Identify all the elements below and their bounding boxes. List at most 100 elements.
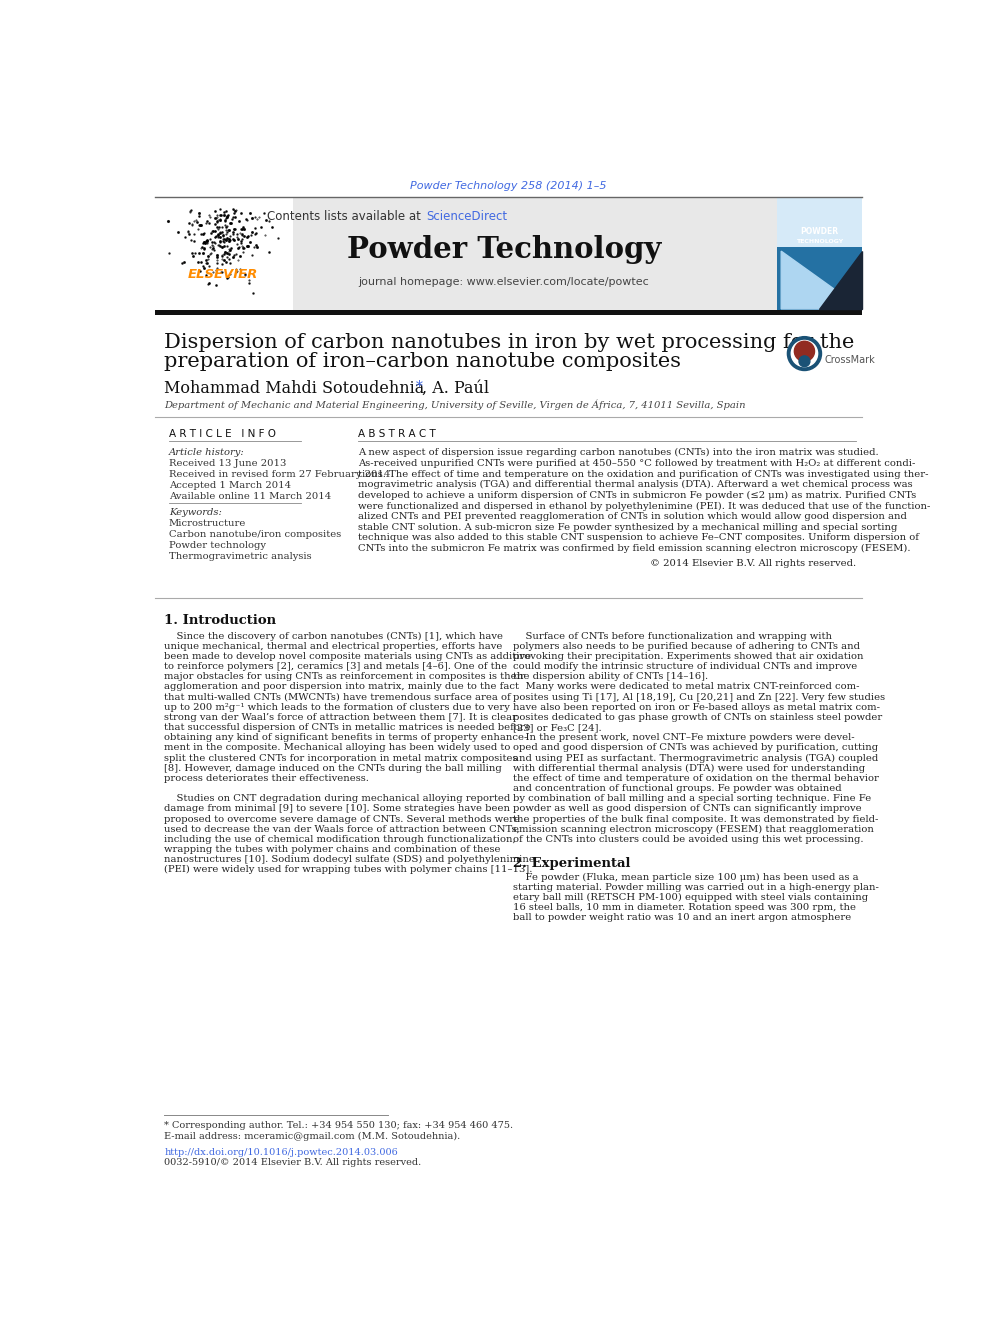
Text: Received in revised form 27 February 2014: Received in revised form 27 February 201… [169,470,390,479]
Text: major obstacles for using CNTs as reinforcement in composites is their: major obstacles for using CNTs as reinfo… [165,672,525,681]
Text: Surface of CNTs before functionalization and wrapping with: Surface of CNTs before functionalization… [513,631,832,640]
Circle shape [799,356,809,366]
Text: ment in the composite. Mechanical alloying has been widely used to: ment in the composite. Mechanical alloyi… [165,744,511,753]
Text: CNTs into the submicron Fe matrix was confirmed by field emission scanning elect: CNTs into the submicron Fe matrix was co… [358,544,911,553]
Text: alized CNTs and PEI prevented reagglomeration of CNTs in solution which would al: alized CNTs and PEI prevented reagglomer… [358,512,907,521]
Text: TECHNOLOGY: TECHNOLOGY [796,238,843,243]
Text: E-mail address: mceramic@gmail.com (M.M. Sotoudehnia).: E-mail address: mceramic@gmail.com (M.M.… [165,1132,460,1142]
Text: CrossMark: CrossMark [824,355,875,365]
Text: Available online 11 March 2014: Available online 11 March 2014 [169,492,331,500]
Text: unique mechanical, thermal and electrical properties, efforts have: unique mechanical, thermal and electrica… [165,642,503,651]
Text: proposed to overcome severe damage of CNTs. Several methods were: proposed to overcome severe damage of CN… [165,815,520,824]
Text: wrapping the tubes with polymer chains and combination of these: wrapping the tubes with polymer chains a… [165,845,501,855]
Text: Thermogravimetric analysis: Thermogravimetric analysis [169,552,311,561]
Text: A R T I C L E   I N F O: A R T I C L E I N F O [169,430,276,439]
Text: *: * [416,380,423,394]
Text: POWDER: POWDER [801,228,838,237]
Text: could modify the intrinsic structure of individual CNTs and improve: could modify the intrinsic structure of … [513,662,857,671]
Text: up to 200 m²g⁻¹ which leads to the formation of clusters due to very: up to 200 m²g⁻¹ which leads to the forma… [165,703,510,712]
Text: http://dx.doi.org/10.1016/j.powtec.2014.03.006: http://dx.doi.org/10.1016/j.powtec.2014.… [165,1147,398,1156]
Text: [8]. However, damage induced on the CNTs during the ball milling: [8]. However, damage induced on the CNTs… [165,763,502,773]
Text: the dispersion ability of CNTs [14–16].: the dispersion ability of CNTs [14–16]. [513,672,708,681]
Text: ELSEVIER: ELSEVIER [187,267,258,280]
Text: Powder Technology 258 (2014) 1–5: Powder Technology 258 (2014) 1–5 [410,181,607,192]
Text: by combination of ball milling and a special sorting technique. Fine Fe: by combination of ball milling and a spe… [513,794,871,803]
Text: Received 13 June 2013: Received 13 June 2013 [169,459,287,468]
FancyBboxPatch shape [778,197,862,247]
Text: agglomeration and poor dispersion into matrix, mainly due to the fact: agglomeration and poor dispersion into m… [165,683,519,692]
Text: of the CNTs into clusters could be avoided using this wet processing.: of the CNTs into clusters could be avoid… [513,835,864,844]
Text: that multi-walled CNTs (MWCNTs) have tremendous surface area of: that multi-walled CNTs (MWCNTs) have tre… [165,693,511,701]
Circle shape [792,340,817,366]
Text: were functionalized and dispersed in ethanol by polyethylenimine (PEI). It was d: were functionalized and dispersed in eth… [358,501,930,511]
Text: with differential thermal analysis (DTA) were used for understanding: with differential thermal analysis (DTA)… [513,763,865,773]
Text: , A. Paúl: , A. Paúl [422,380,489,397]
Text: nanostructures [10]. Sodium dodecyl sulfate (SDS) and polyethylenimine: nanostructures [10]. Sodium dodecyl sulf… [165,855,535,864]
Polygon shape [819,251,862,308]
Text: Carbon nanotube/iron composites: Carbon nanotube/iron composites [169,531,341,538]
Text: Many works were dedicated to metal matrix CNT-reinforced com-: Many works were dedicated to metal matri… [513,683,859,692]
Text: journal homepage: www.elsevier.com/locate/powtec: journal homepage: www.elsevier.com/locat… [358,277,649,287]
Text: Article history:: Article history: [169,448,245,458]
Text: oped and good dispersion of CNTs was achieved by purification, cutting: oped and good dispersion of CNTs was ach… [513,744,878,753]
Text: Fe powder (Fluka, mean particle size 100 μm) has been used as a: Fe powder (Fluka, mean particle size 100… [513,873,859,882]
Text: technique was also added to this stable CNT suspension to achieve Fe–CNT composi: technique was also added to this stable … [358,533,919,542]
Text: the effect of time and temperature of oxidation on the thermal behavior: the effect of time and temperature of ox… [513,774,879,783]
Text: developed to achieve a uniform dispersion of CNTs in submicron Fe powder (≤2 μm): developed to achieve a uniform dispersio… [358,491,917,500]
Text: ScienceDirect: ScienceDirect [427,210,507,224]
Text: ball to powder weight ratio was 10 and an inert argon atmosphere: ball to powder weight ratio was 10 and a… [513,913,851,922]
Text: (PEI) were widely used for wrapping tubes with polymer chains [11–13].: (PEI) were widely used for wrapping tube… [165,865,533,875]
Text: polymers also needs to be purified because of adhering to CNTs and: polymers also needs to be purified becau… [513,642,860,651]
Text: Mohammad Mahdi Sotoudehnia: Mohammad Mahdi Sotoudehnia [165,380,430,397]
Text: Department of Mechanic and Material Engineering, University of Seville, Virgen d: Department of Mechanic and Material Engi… [165,400,746,410]
Text: etary ball mill (RETSCH PM-100) equipped with steel vials containing: etary ball mill (RETSCH PM-100) equipped… [513,893,868,902]
Text: obtaining any kind of significant benefits in terms of property enhance-: obtaining any kind of significant benefi… [165,733,528,742]
Text: stable CNT solution. A sub-micron size Fe powder synthesized by a mechanical mil: stable CNT solution. A sub-micron size F… [358,523,898,532]
Text: posites dedicated to gas phase growth of CNTs on stainless steel powder: posites dedicated to gas phase growth of… [513,713,882,722]
Text: and using PEI as surfactant. Thermogravimetric analysis (TGA) coupled: and using PEI as surfactant. Thermogravi… [513,754,878,762]
Text: 0032-5910/© 2014 Elsevier B.V. All rights reserved.: 0032-5910/© 2014 Elsevier B.V. All right… [165,1159,422,1167]
Text: have also been reported on iron or Fe-based alloys as metal matrix com-: have also been reported on iron or Fe-ba… [513,703,880,712]
Text: Powder Technology: Powder Technology [346,235,661,265]
Text: Studies on CNT degradation during mechanical alloying reported: Studies on CNT degradation during mechan… [165,794,511,803]
Text: Dispersion of carbon nanotubes in iron by wet processing for the: Dispersion of carbon nanotubes in iron b… [165,332,855,352]
FancyBboxPatch shape [155,197,293,311]
Text: mogravimetric analysis (TGA) and differential thermal analysis (DTA). Afterward : mogravimetric analysis (TGA) and differe… [358,480,913,490]
Text: preparation of iron–carbon nanotube composites: preparation of iron–carbon nanotube comp… [165,352,682,370]
Text: the properties of the bulk final composite. It was demonstrated by field-: the properties of the bulk final composi… [513,815,879,824]
Text: process deteriorates their effectiveness.: process deteriorates their effectiveness… [165,774,369,783]
Polygon shape [782,251,862,308]
FancyBboxPatch shape [778,197,862,311]
Text: damage from minimal [9] to severe [10]. Some strategies have been: damage from minimal [9] to severe [10]. … [165,804,510,814]
Text: strong van der Waal’s force of attraction between them [7]. It is clear: strong van der Waal’s force of attractio… [165,713,517,722]
Text: 16 steel balls, 10 mm in diameter. Rotation speed was 300 rpm, the: 16 steel balls, 10 mm in diameter. Rotat… [513,904,856,913]
Text: 2. Experimental: 2. Experimental [513,857,631,871]
Text: 1. Introduction: 1. Introduction [165,614,277,627]
Text: provoking their precipitation. Experiments showed that air oxidation: provoking their precipitation. Experimen… [513,652,864,662]
Text: © 2014 Elsevier B.V. All rights reserved.: © 2014 Elsevier B.V. All rights reserved… [650,560,856,569]
Text: including the use of chemical modification through functionalization,: including the use of chemical modificati… [165,835,516,844]
Text: A B S T R A C T: A B S T R A C T [358,430,435,439]
Text: A new aspect of dispersion issue regarding carbon nanotubes (CNTs) into the iron: A new aspect of dispersion issue regardi… [358,448,879,458]
Circle shape [795,341,814,361]
Text: [23] or Fe₃C [24].: [23] or Fe₃C [24]. [513,724,602,732]
Text: and concentration of functional groups. Fe powder was obtained: and concentration of functional groups. … [513,785,841,792]
Text: been made to develop novel composite materials using CNTs as additive: been made to develop novel composite mat… [165,652,532,662]
Text: to reinforce polymers [2], ceramics [3] and metals [4–6]. One of the: to reinforce polymers [2], ceramics [3] … [165,662,508,671]
Text: Microstructure: Microstructure [169,519,246,528]
Text: * Corresponding author. Tel.: +34 954 550 130; fax: +34 954 460 475.: * Corresponding author. Tel.: +34 954 55… [165,1122,514,1130]
FancyBboxPatch shape [155,197,862,311]
Text: As-received unpurified CNTs were purified at 450–550 °C followed by treatment wi: As-received unpurified CNTs were purifie… [358,459,916,468]
Circle shape [788,336,821,370]
Text: Since the discovery of carbon nanotubes (CNTs) [1], which have: Since the discovery of carbon nanotubes … [165,631,503,640]
Text: In the present work, novel CNT–Fe mixture powders were devel-: In the present work, novel CNT–Fe mixtur… [513,733,855,742]
Text: powder as well as good dispersion of CNTs can significantly improve: powder as well as good dispersion of CNT… [513,804,862,814]
Text: posites using Ti [17], Al [18,19], Cu [20,21] and Zn [22]. Very few studies: posites using Ti [17], Al [18,19], Cu [2… [513,693,885,701]
Text: split the clustered CNTs for incorporation in metal matrix composites: split the clustered CNTs for incorporati… [165,754,518,762]
Text: that successful dispersion of CNTs in metallic matrices is needed before: that successful dispersion of CNTs in me… [165,724,531,732]
Text: tions. The effect of time and temperature on the oxidation and purification of C: tions. The effect of time and temperatur… [358,470,929,479]
Text: Contents lists available at: Contents lists available at [267,210,425,224]
Text: used to decrease the van der Waals force of attraction between CNTs,: used to decrease the van der Waals force… [165,824,520,833]
Text: Keywords:: Keywords: [169,508,222,517]
Text: starting material. Powder milling was carried out in a high-energy plan-: starting material. Powder milling was ca… [513,882,879,892]
